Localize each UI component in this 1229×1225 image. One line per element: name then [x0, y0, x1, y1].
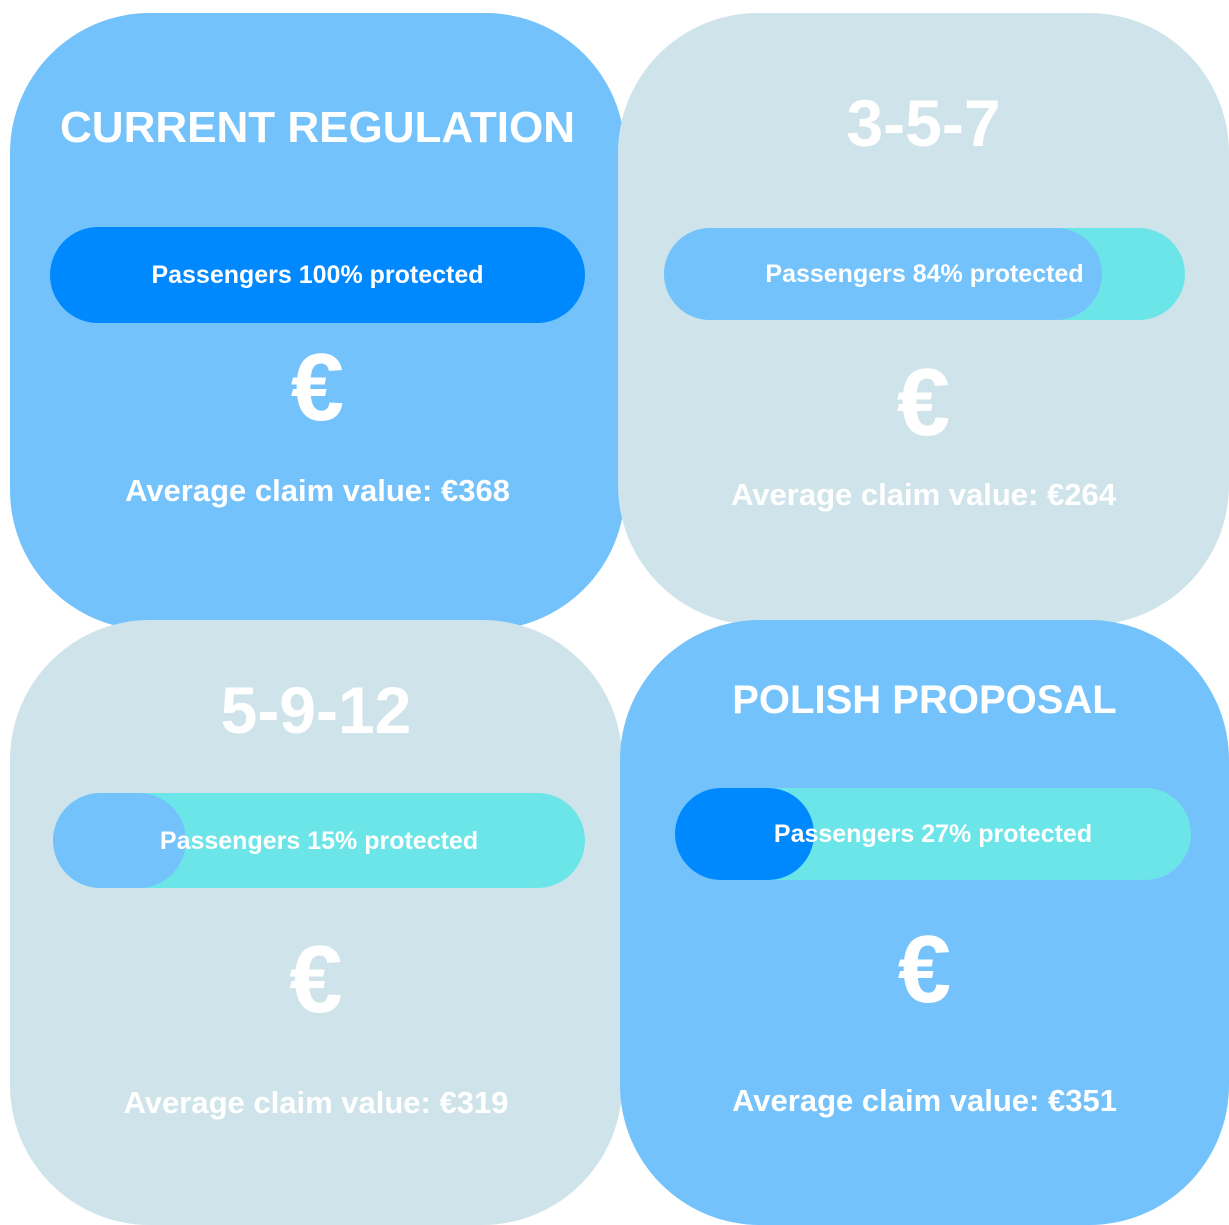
card-title: 3-5-7 — [846, 86, 1001, 160]
card: POLISH PROPOSAL Passengers 27% protected €… — [620, 620, 1229, 1225]
claim-label: Average claim value: €264 — [731, 477, 1116, 512]
progress-track: Passengers 100% protected — [50, 227, 585, 323]
progress-label: Passengers 15% protected — [159, 826, 479, 855]
claim-label: Average claim value: €319 — [123, 1085, 509, 1120]
euro-icon: € — [289, 926, 343, 1033]
progress-track: Passengers 27% protected — [675, 788, 1191, 880]
card-title: POLISH PROPOSAL — [732, 678, 1117, 722]
euro-icon: € — [896, 349, 951, 456]
card-title: CURRENT REGULATION — [60, 103, 575, 152]
card-title: 5-9-12 — [220, 673, 412, 747]
card: CURRENT REGULATION Passengers 100% protec… — [10, 13, 625, 630]
progress-fill — [53, 793, 186, 888]
progress-fill — [675, 788, 815, 880]
euro-icon: € — [897, 916, 952, 1023]
progress-label: Passengers 27% protected — [773, 820, 1093, 848]
claim-label: Average claim value: €351 — [732, 1083, 1117, 1118]
claim-label: Average claim value: €368 — [125, 473, 510, 508]
progress-track: Passengers 15% protected — [53, 793, 585, 888]
progress-fill — [664, 228, 1102, 320]
card: 5-9-12 Passengers 15% protected € Average c… — [10, 620, 622, 1225]
card: 3-5-7 Passengers 84% protected € Average cl… — [618, 13, 1229, 625]
progress-label: Passengers 100% protected — [151, 261, 484, 289]
progress-track: Passengers 84% protected — [664, 228, 1185, 320]
euro-icon: € — [290, 334, 345, 441]
progress-label: Passengers 84% protected — [765, 260, 1084, 288]
progress-fill — [50, 227, 585, 323]
